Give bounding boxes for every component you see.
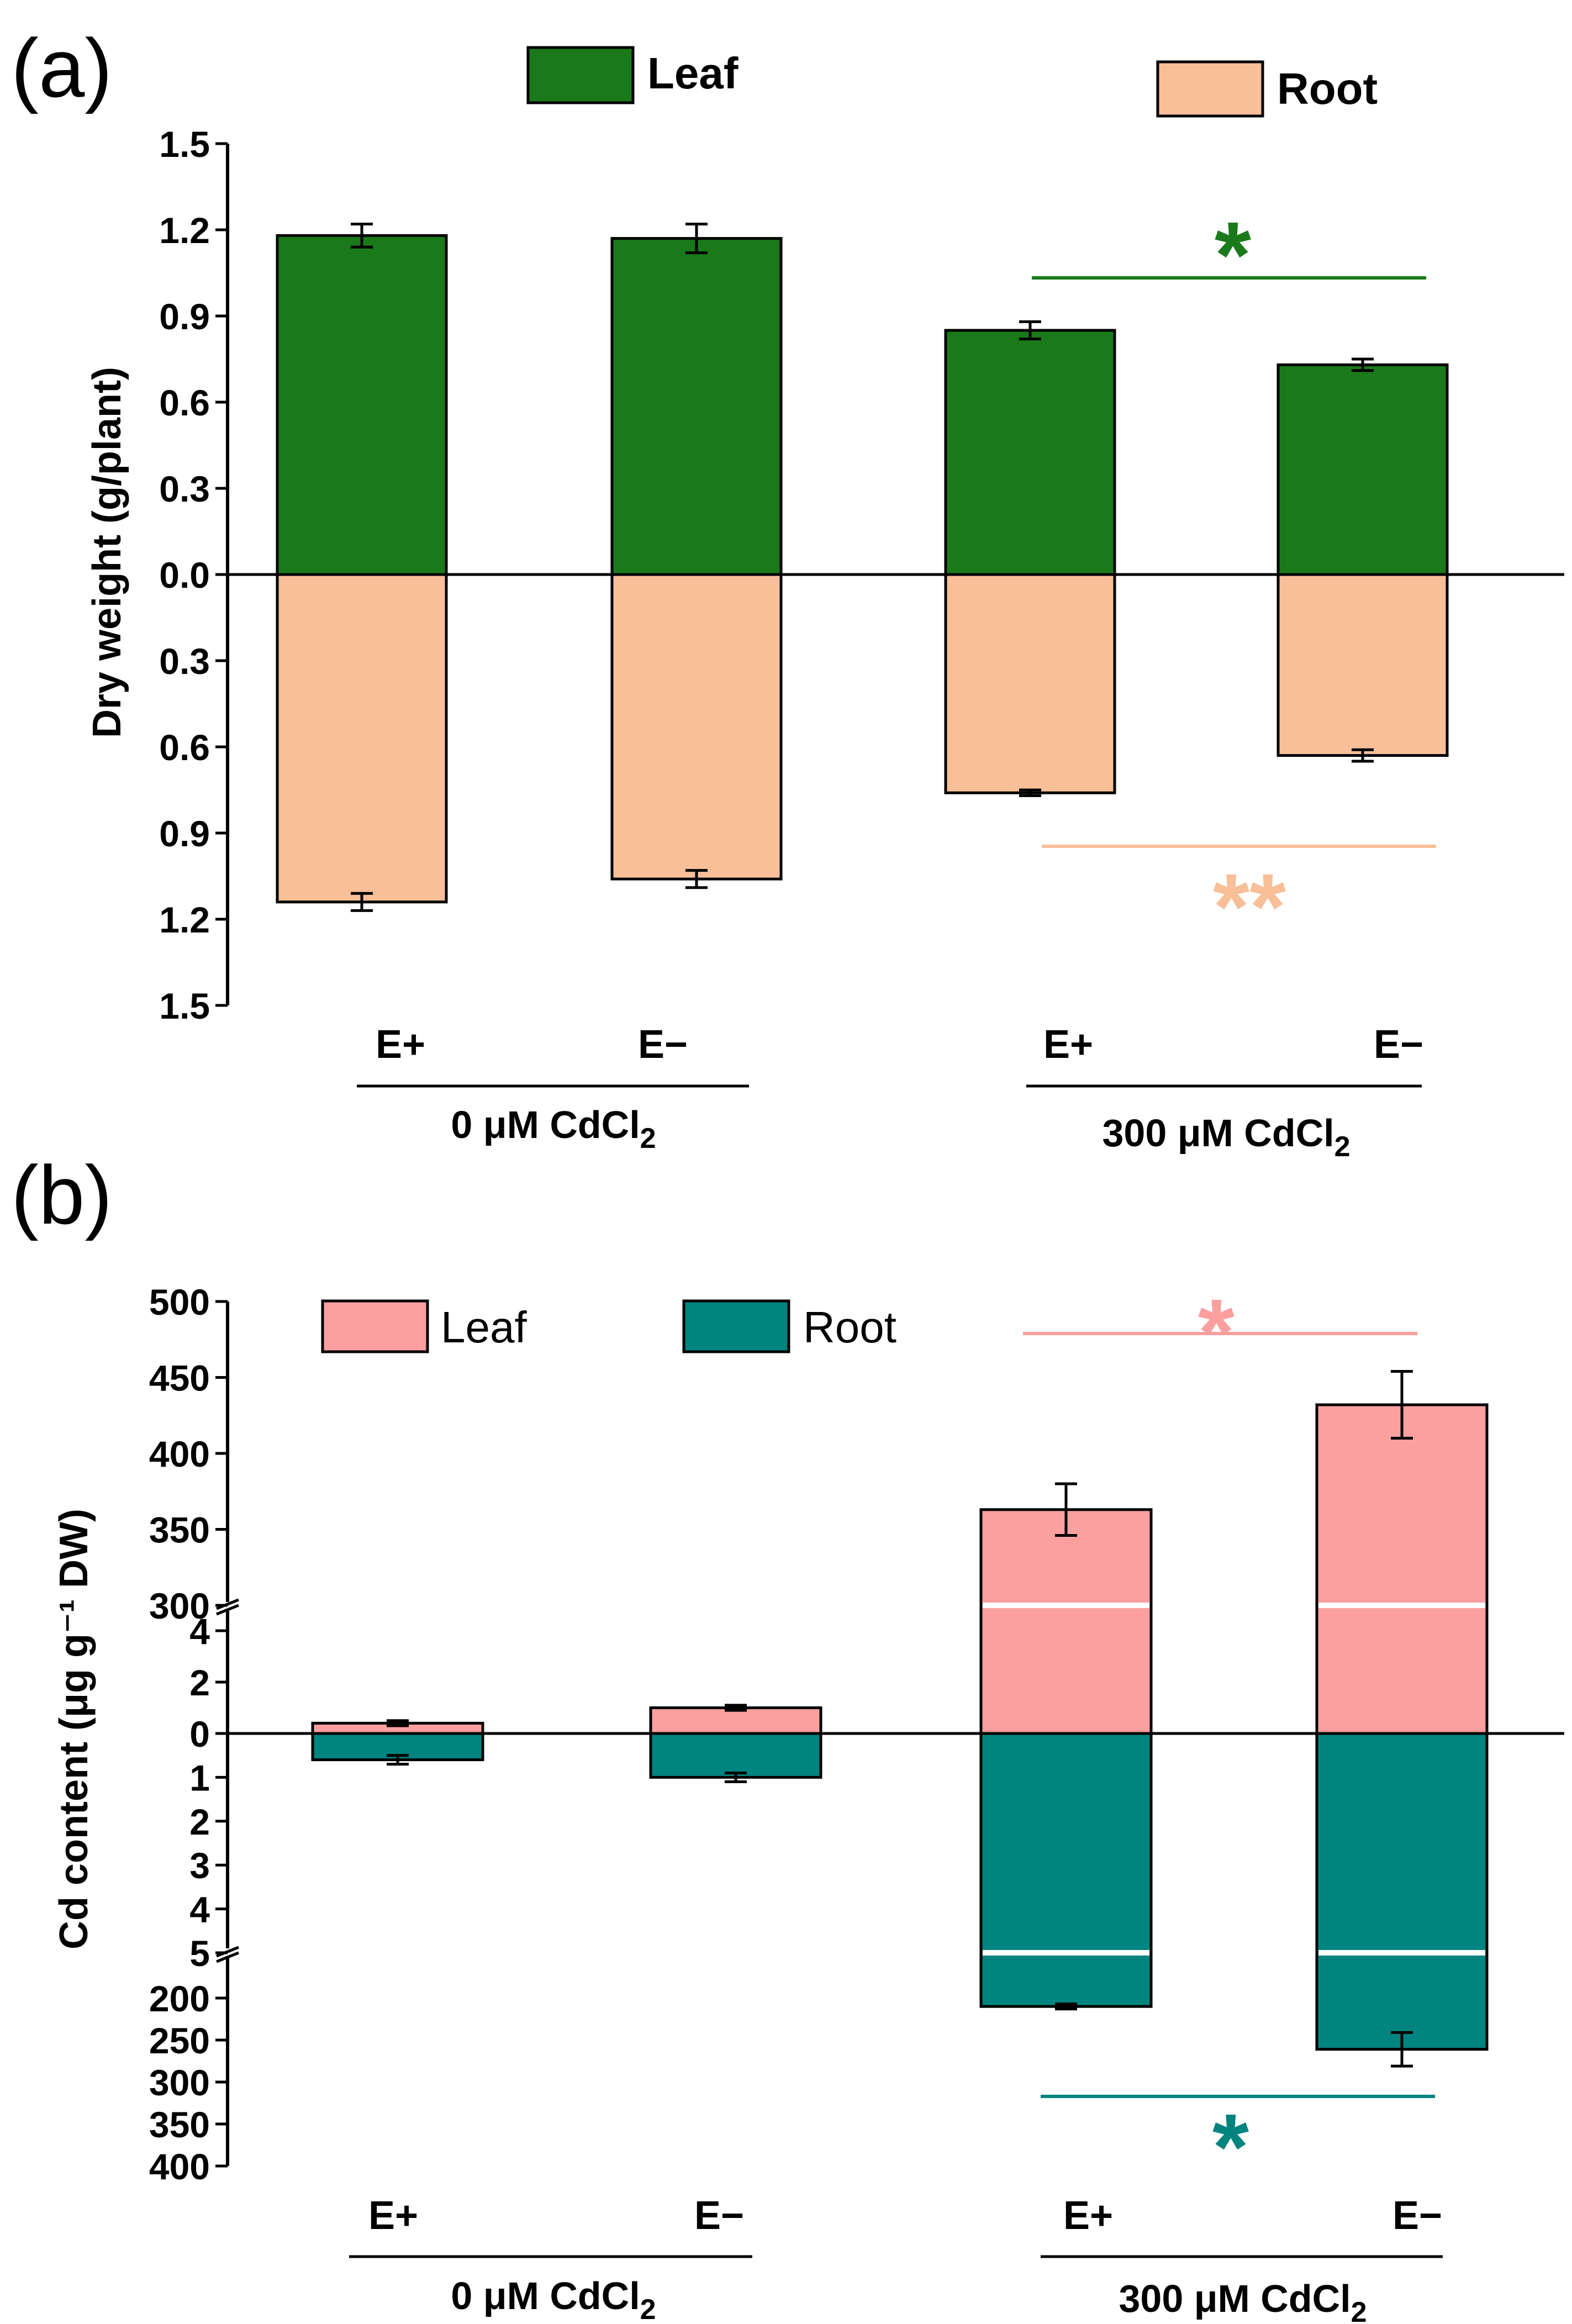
y-tick-label-7: 0 [189, 1714, 210, 1754]
y-axis-title: Cd content (μg g⁻¹ DW) [52, 1509, 96, 1949]
y-tick-label-4: 0.3 [159, 468, 210, 509]
legend-label-root: Root [1277, 64, 1378, 113]
group-label-1-subscript: 2 [1334, 1131, 1351, 1163]
bar-root-2 [979, 1732, 1153, 2008]
legend-swatch-leaf [321, 1299, 429, 1353]
group-label-0-text: 0 μM CdCl [451, 1103, 640, 1146]
y-tick-label-4: 300 [149, 1585, 210, 1626]
bar-root-1 [649, 1732, 822, 1779]
y-tick-label-17: 400 [149, 2146, 210, 2187]
legend-label-leaf: Leaf [647, 49, 738, 98]
group-label-0-subscript: 2 [640, 1123, 656, 1155]
bar-root-0 [276, 573, 448, 904]
axis-break-mark-top-2 [216, 1604, 239, 1616]
legend-swatch-leaf [526, 46, 635, 104]
y-tick-label-15: 300 [149, 2062, 210, 2103]
bar-leaf-2 [979, 1508, 1153, 1735]
bar-root-1 [610, 573, 783, 881]
y-tick-label-8: 0.9 [159, 813, 210, 854]
y-tick-label-2: 400 [149, 1434, 210, 1474]
y-tick-label-3: 0.6 [159, 382, 210, 423]
bar-root-3 [1315, 1732, 1489, 2051]
panel-label-b: (b) [11, 1148, 112, 1241]
x-label-1: E− [694, 2194, 744, 2238]
y-tick-label-1: 1.2 [159, 210, 210, 251]
y-tick-label-9: 2 [189, 1801, 210, 1842]
group-label-1: 300 μM CdCl2 [1119, 2277, 1367, 2324]
y-tick-label-5: 4 [189, 1611, 210, 1652]
y-tick-label-11: 4 [189, 1889, 210, 1930]
panel-a: (a) Leaf Root 1.5 1.2 0.9 0.6 0.3 0.0 0.3 0.6 0.9 1.… [11, 22, 1564, 1163]
y-tick-label-10: 3 [189, 1845, 210, 1886]
legend-label-leaf: Leaf [441, 1303, 527, 1352]
y-tick-label-13: 200 [149, 1978, 210, 2019]
y-tick-label-6: 2 [189, 1662, 210, 1703]
x-label-3: E− [1374, 1023, 1423, 1067]
y-tick-label-0: 1.5 [159, 124, 210, 165]
x-label-2: E+ [1043, 1023, 1093, 1067]
sig-star-root: * [1212, 2095, 1249, 2200]
x-label-3: E− [1392, 2194, 1442, 2238]
bar-leaf-2 [944, 329, 1116, 576]
group-label-1: 300 μM CdCl2 [1102, 1111, 1350, 1163]
y-tick-label-0: 500 [149, 1282, 210, 1322]
group-label-1-text: 300 μM CdCl [1102, 1111, 1334, 1155]
bar-root-3 [1276, 573, 1449, 757]
y-tick-label-12: 5 [189, 1933, 210, 1974]
group-label-0: 0 μM CdCl2 [451, 2274, 656, 2324]
y-tick-label-16: 350 [149, 2104, 210, 2145]
y-tick-label-10: 1.5 [159, 986, 210, 1026]
y-tick-label-1: 450 [149, 1358, 210, 1399]
group-label-1-text: 300 μM CdCl [1119, 2277, 1351, 2320]
x-label-0: E+ [376, 1023, 425, 1067]
y-tick-label-14: 250 [149, 2020, 210, 2061]
x-label-1: E− [638, 1023, 688, 1067]
sig-star-leaf: * [1215, 203, 1251, 308]
legend-swatch-root [1156, 60, 1264, 118]
y-tick-label-6: 0.3 [159, 641, 210, 682]
sig-star-root: ** [1213, 855, 1286, 960]
bar-leaf-3 [1276, 363, 1449, 576]
bar-leaf-1 [610, 237, 783, 576]
legend-swatch-root [682, 1299, 790, 1353]
y-tick-label-3: 350 [149, 1510, 210, 1551]
y-tick-label-8: 1 [189, 1757, 210, 1798]
panel-b: (b)Leaf Root50045040035030042012345200250… [11, 1148, 1564, 2324]
group-label-0-text: 0 μM CdCl [451, 2274, 640, 2317]
legend-label-root: Root [803, 1303, 896, 1352]
sig-star-leaf: * [1198, 1280, 1235, 1385]
y-tick-label-9: 1.2 [159, 899, 210, 940]
x-label-0: E+ [368, 2194, 418, 2238]
group-label-0: 0 μM CdCl2 [451, 1103, 656, 1155]
group-label-1-subscript: 2 [1351, 2296, 1367, 2324]
y-axis-title: Dry weight (g/plant) [85, 367, 129, 738]
x-label-2: E+ [1063, 2194, 1113, 2238]
y-tick-label-2: 0.9 [159, 296, 210, 337]
bar-leaf-3 [1315, 1403, 1489, 1735]
panel-label-a: (a) [11, 22, 112, 114]
bar-root-2 [944, 573, 1116, 794]
y-tick-label-7: 0.6 [159, 727, 210, 768]
bar-leaf-0 [276, 234, 448, 576]
y-tick-label-5: 0.0 [159, 555, 210, 596]
axis-break-mark-bottom-2 [216, 1951, 239, 1963]
group-label-0-subscript: 2 [640, 2294, 656, 2324]
